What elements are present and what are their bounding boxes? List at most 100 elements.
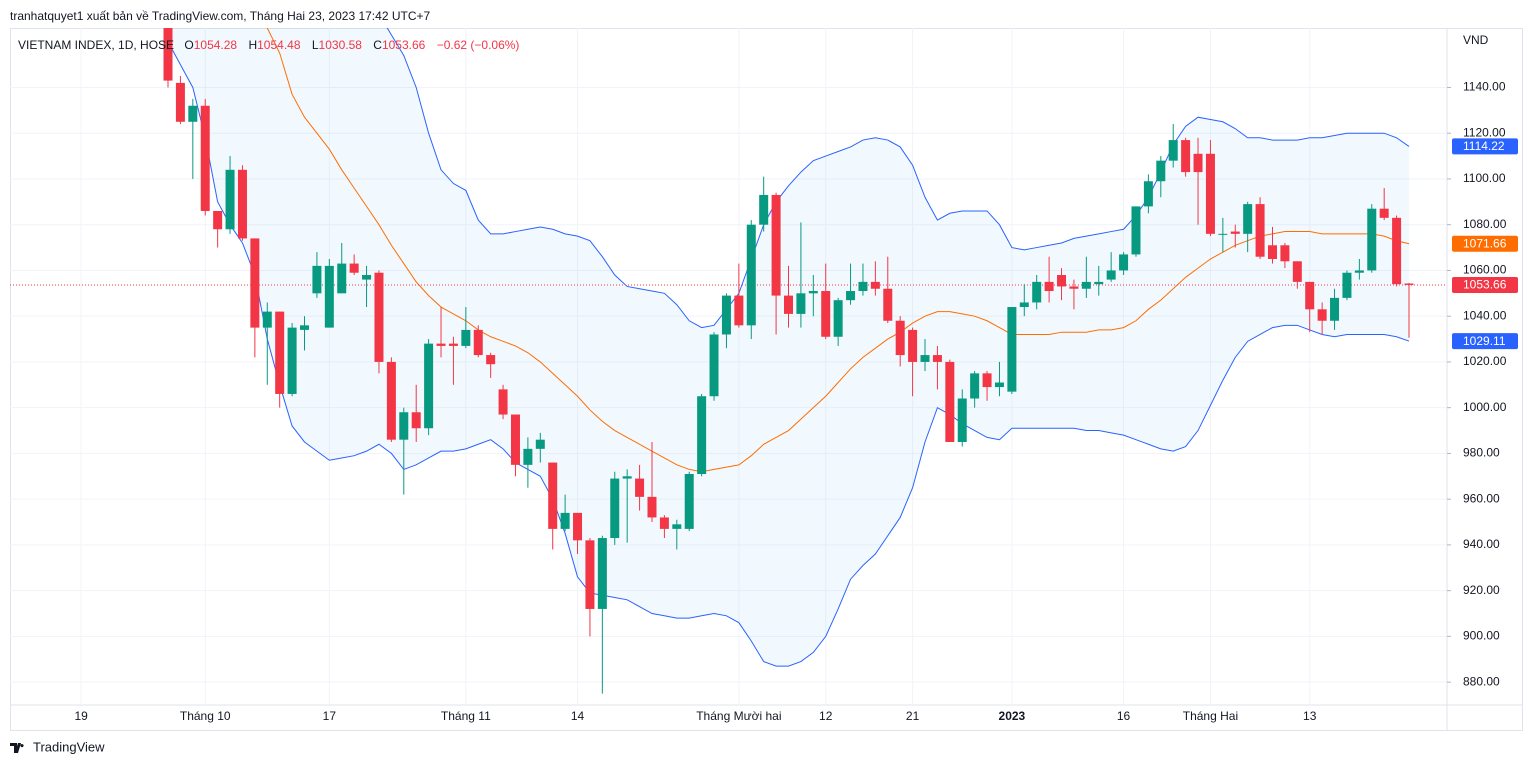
candle-body [399,412,409,440]
candle-body [672,524,682,529]
candle-body [262,311,272,328]
candle-body [275,311,285,394]
candle-body [1305,281,1315,310]
candle-body [1044,281,1054,292]
candle-body [548,462,558,529]
candle-body [647,496,657,518]
y-tick-label: 1140.00 [1463,80,1506,94]
candle-body [734,295,744,326]
x-tick-label: 12 [819,709,833,723]
price-box [1452,235,1518,252]
candle-body [1081,281,1091,289]
band-basis [266,28,1410,473]
candle-body [337,263,347,294]
candle-body [957,398,967,442]
x-tick-label: Tháng 11 [441,709,491,723]
c-value: 1053.66 [381,38,426,52]
candle-body [1168,140,1178,161]
candle-body [1094,281,1104,285]
candle-body [1193,153,1203,173]
candle-body [920,355,930,362]
candle-body [1317,309,1327,321]
candle-body [1367,208,1377,271]
candle-body [1007,307,1017,392]
logo-icon [10,743,24,753]
candle-body [1330,297,1340,321]
candle-body [1181,140,1191,173]
candle-body [324,265,334,328]
candle-body [1404,283,1414,285]
price-box-label: 1114.22 [1463,139,1505,153]
candle-body [436,343,446,346]
candle-body [498,389,508,415]
candle-body [1342,272,1352,298]
candle-body [635,478,645,497]
y-tick-label: 1100.00 [1463,171,1506,185]
candle-body [945,361,955,442]
candle-body [461,329,471,346]
candle-body [858,281,868,292]
candle-body [759,194,769,225]
y-tick-label: 940.00 [1463,537,1500,551]
candle-body [411,412,421,429]
candle-body [784,295,793,314]
footer-logo: TradingView [10,739,105,754]
candle-body [709,334,719,397]
candle-body [312,265,322,294]
candle-body [846,291,856,301]
candle-body [573,512,583,541]
candle-body [659,517,669,529]
candle-body [597,538,607,609]
y-tick-label: 1040.00 [1463,308,1507,322]
candle-body [250,238,260,328]
x-tick-label: Tháng Mười hai [696,709,781,723]
candle-body [721,295,731,335]
candle-body [300,325,310,330]
candle-body [362,275,372,280]
candle-body [994,382,1004,388]
price-box [1452,333,1518,350]
chart-frame [10,28,1523,731]
candle-body [1057,275,1067,287]
candle-body [932,355,942,362]
candle-body [697,396,707,474]
x-tick-label: 13 [1303,709,1317,723]
candle-body [622,476,632,479]
l-value: 1030.58 [318,38,362,52]
candle-body [1280,245,1290,262]
candle-body [771,194,781,296]
candle-body [175,82,185,122]
x-tick-label: 2023 [999,709,1026,723]
candle-body [870,281,880,289]
candle-body [982,373,992,388]
x-tick-label: 19 [74,709,88,723]
y-tick-label: 1080.00 [1463,217,1507,231]
candle-body [237,169,247,239]
candle-body [473,329,483,356]
o-value: 1054.28 [193,38,238,52]
candle-body [486,355,496,365]
candle-body [1379,208,1389,218]
price-box-label: 1071.66 [1463,236,1507,250]
h-label: H [248,38,258,52]
candle-body [1354,270,1364,273]
plot-area [10,28,1447,694]
candle-body [908,329,918,362]
candle-body [1069,286,1079,289]
candle-body [163,28,173,81]
y-tick-label: 900.00 [1463,629,1500,643]
candle-body [560,512,570,529]
candle-body [1106,270,1116,280]
candle-body [1131,206,1141,255]
y-tick-label: 1020.00 [1463,354,1507,368]
x-tick-label: 16 [1117,709,1131,723]
candle-body [1119,254,1129,271]
candle-body [1243,204,1253,234]
legend: VIETNAM INDEX, 1D, HOSE O1054.28 H1054.4… [18,38,522,52]
y-tick-label: 1060.00 [1463,263,1507,277]
band-upper [386,28,1410,329]
band-fill [168,28,1409,667]
candle-body [200,105,210,211]
